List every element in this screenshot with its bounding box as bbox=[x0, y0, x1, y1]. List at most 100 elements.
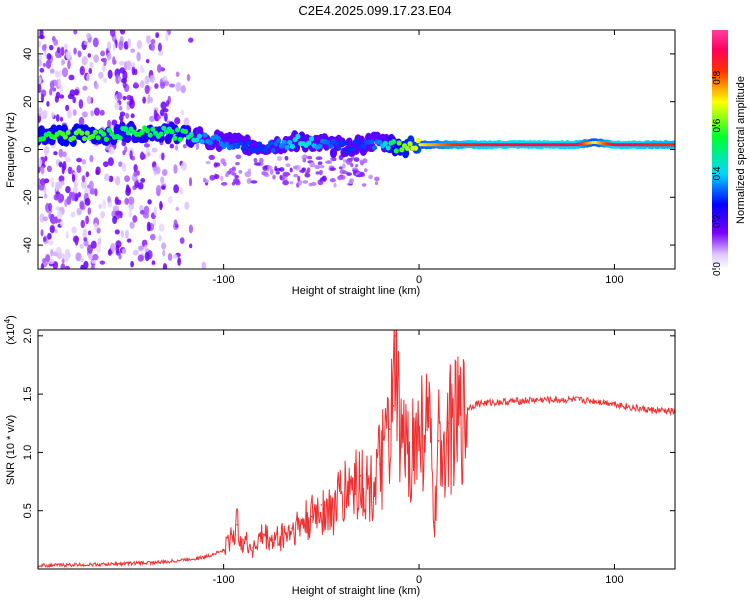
spectral-noise-blob bbox=[155, 184, 162, 194]
spectral-noise-blob bbox=[56, 210, 63, 221]
spectral-noise-blob bbox=[301, 155, 307, 160]
snr-data-point bbox=[242, 539, 244, 541]
spectral-noise-blob bbox=[115, 244, 120, 254]
spectral-noise-blob bbox=[104, 173, 110, 182]
spectral-ridge-halo bbox=[345, 137, 353, 148]
snr-data-point bbox=[633, 407, 635, 409]
spectral-noise-blob bbox=[41, 44, 47, 51]
spectral-noise-blob bbox=[67, 166, 73, 175]
spectral-noise-blob bbox=[84, 197, 91, 206]
spectral-noise-blob bbox=[122, 150, 126, 156]
snr-data-point bbox=[330, 509, 332, 512]
spectral-noise-blob bbox=[90, 240, 97, 249]
colorbar-label: Normalized spectral amplitude bbox=[735, 76, 747, 224]
spectral-noise-blob bbox=[46, 53, 52, 60]
spectral-noise-blob bbox=[276, 156, 283, 162]
snr-data-point bbox=[427, 416, 430, 419]
spectral-ridge-core bbox=[139, 129, 145, 135]
snr-data-point bbox=[392, 404, 395, 407]
snr-data-point bbox=[594, 400, 596, 402]
spectral-noise-blob bbox=[73, 30, 78, 35]
spectral-noise-blob bbox=[120, 78, 127, 84]
snr-data-point bbox=[291, 527, 293, 529]
spectrogram-x-label: Height of straight line (km) bbox=[292, 285, 420, 297]
spectral-noise-blob bbox=[302, 180, 309, 184]
spectral-noise-blob bbox=[74, 235, 79, 246]
snr-data-point bbox=[535, 399, 538, 401]
spectral-ridge-core bbox=[62, 134, 68, 140]
spectral-ridge-core bbox=[267, 140, 274, 146]
spectral-ridge-core bbox=[276, 138, 282, 144]
snr-data-point bbox=[379, 463, 381, 465]
spectral-noise-blob bbox=[47, 232, 52, 240]
spectral-noise-blob bbox=[76, 207, 82, 216]
spectral-noise-blob bbox=[102, 161, 109, 168]
spectral-noise-blob bbox=[63, 43, 69, 50]
spectral-noise-blob bbox=[224, 172, 229, 178]
spectral-noise-blob bbox=[83, 260, 89, 269]
spectral-noise-blob bbox=[42, 63, 47, 68]
spectral-ridge-core bbox=[194, 137, 200, 143]
spectral-ridge-core bbox=[287, 139, 293, 146]
spectral-noise-blob bbox=[149, 42, 155, 52]
spectral-noise-blob bbox=[83, 239, 89, 247]
spectral-ridge-core bbox=[196, 133, 202, 139]
spectral-noise-blob bbox=[352, 167, 358, 171]
spectral-noise-blob bbox=[157, 50, 164, 56]
spectral-ridge-core bbox=[144, 128, 151, 134]
spectral-ridge-core bbox=[393, 148, 399, 154]
spectral-noise-blob bbox=[151, 260, 156, 265]
spectral-ridge-core bbox=[95, 135, 101, 141]
spectral-ridge-core bbox=[202, 132, 208, 138]
spectral-noise-blob bbox=[174, 117, 181, 125]
spectral-ridge-core bbox=[150, 126, 156, 132]
snr-data-point bbox=[394, 335, 397, 337]
colorbar-gradient bbox=[712, 30, 728, 269]
spectral-ridge-core bbox=[407, 141, 413, 147]
spectral-noise-blob bbox=[173, 184, 179, 194]
spectral-noise-blob bbox=[195, 142, 200, 151]
spectral-noise-blob bbox=[107, 41, 112, 52]
spectral-noise-blob bbox=[50, 216, 57, 225]
spectral-noise-blob bbox=[158, 235, 162, 242]
spectral-noise-blob bbox=[129, 221, 135, 229]
colorbar-tick-label: 0.0 bbox=[712, 262, 723, 276]
spectral-noise-blob bbox=[155, 32, 160, 39]
spectral-noise-blob bbox=[161, 242, 167, 250]
spectral-noise-blob bbox=[132, 215, 138, 223]
spectral-noise-blob bbox=[116, 92, 123, 100]
spectral-ridge-core bbox=[101, 131, 107, 137]
spectral-noise-blob bbox=[48, 212, 52, 220]
spectral-noise-blob bbox=[58, 53, 62, 59]
spectral-noise-blob bbox=[161, 152, 165, 161]
spectral-noise-blob bbox=[122, 70, 128, 81]
spectral-noise-blob bbox=[83, 40, 88, 45]
spectral-noise-blob bbox=[272, 174, 276, 180]
spectral-noise-blob bbox=[99, 109, 105, 116]
spectral-noise-blob bbox=[54, 70, 60, 78]
spectral-noise-blob bbox=[64, 156, 71, 163]
spectral-noise-blob bbox=[246, 178, 252, 184]
spectral-noise-blob bbox=[130, 113, 135, 119]
spectral-noise-blob bbox=[60, 46, 65, 56]
spectral-noise-blob bbox=[289, 167, 293, 173]
spectral-ridge-core bbox=[360, 143, 367, 150]
spectral-noise-blob bbox=[339, 169, 346, 175]
snr-frame bbox=[37, 329, 676, 570]
spectral-noise-blob bbox=[81, 111, 88, 118]
spectral-noise-blob bbox=[317, 179, 324, 186]
spectral-noise-blob bbox=[44, 155, 48, 162]
snr-x-label: Height of straight line (km) bbox=[292, 585, 420, 597]
spectral-ridge-core bbox=[70, 135, 77, 141]
spectral-noise-blob bbox=[82, 228, 88, 239]
spectral-noise-blob bbox=[98, 203, 102, 209]
spectral-noise-blob bbox=[146, 35, 150, 44]
spectral-ridge-core bbox=[172, 135, 178, 141]
spectral-noise-blob bbox=[122, 95, 127, 101]
spectral-ridge-core bbox=[65, 130, 71, 136]
spectral-noise-blob bbox=[42, 216, 48, 222]
spectral-noise-blob bbox=[144, 251, 150, 262]
spectral-noise-blob bbox=[315, 156, 323, 161]
spectral-ridge-core bbox=[295, 133, 301, 140]
spectral-noise-blob bbox=[114, 101, 120, 111]
